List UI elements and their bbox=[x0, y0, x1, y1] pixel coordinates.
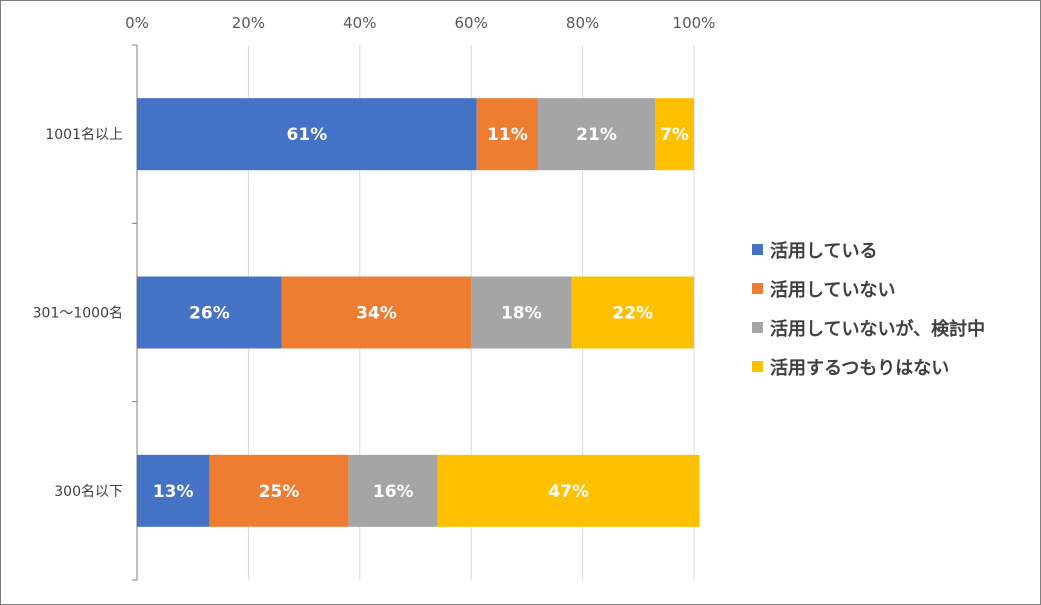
bar-segment bbox=[538, 98, 656, 171]
bar-segment bbox=[655, 98, 694, 171]
legend-swatch-using bbox=[752, 244, 763, 255]
x-tick-label: 0% bbox=[125, 14, 149, 32]
legend-label-not-using: 活用していない bbox=[770, 279, 896, 301]
bar-segment bbox=[437, 454, 700, 527]
legend-item-no-intention: 活用するつもりはない bbox=[752, 347, 985, 386]
category-label: 301～1000名 bbox=[33, 306, 123, 322]
data-label: 61% bbox=[287, 125, 328, 145]
bar-segment bbox=[137, 454, 210, 527]
x-tick-label: 100% bbox=[673, 14, 716, 32]
bar-segment bbox=[471, 276, 572, 349]
category-label: 300名以下 bbox=[54, 484, 123, 500]
bar-segment bbox=[348, 454, 438, 527]
bar-segment bbox=[137, 98, 477, 171]
bar-segment bbox=[476, 98, 539, 171]
data-label: 47% bbox=[548, 482, 589, 502]
legend-item-considering: 活用していないが、検討中 bbox=[752, 308, 985, 347]
category-label: 1001名以上 bbox=[45, 127, 123, 143]
data-label: 16% bbox=[373, 482, 414, 502]
data-label: 18% bbox=[501, 304, 542, 324]
legend-item-not-using: 活用していない bbox=[752, 269, 985, 308]
bar-segment bbox=[571, 276, 694, 349]
x-tick-label: 60% bbox=[455, 14, 488, 32]
data-label: 26% bbox=[189, 304, 230, 324]
data-label: 13% bbox=[153, 482, 194, 502]
data-label: 22% bbox=[612, 304, 653, 324]
legend-item-using: 活用している bbox=[752, 230, 985, 269]
data-label: 21% bbox=[576, 125, 617, 145]
bar-segment bbox=[137, 276, 282, 349]
legend-swatch-no-intention bbox=[752, 361, 763, 372]
legend-swatch-considering bbox=[752, 322, 763, 333]
data-label: 11% bbox=[487, 125, 528, 145]
legend-swatch-not-using bbox=[752, 283, 763, 294]
legend-label-using: 活用している bbox=[770, 240, 878, 262]
data-label: 25% bbox=[259, 482, 300, 502]
legend-label-no-intention: 活用するつもりはない bbox=[770, 357, 950, 379]
bar-segment bbox=[281, 276, 472, 349]
bar-segment bbox=[209, 454, 349, 527]
legend-label-considering: 活用していないが、検討中 bbox=[770, 318, 986, 340]
x-tick-label: 80% bbox=[566, 14, 599, 32]
data-label: 34% bbox=[356, 304, 397, 324]
data-label: 7% bbox=[660, 125, 689, 145]
x-tick-label: 40% bbox=[343, 14, 376, 32]
legend: 活用している 活用していない 活用していないが、検討中 活用するつもりはない bbox=[752, 230, 985, 386]
x-tick-label: 20% bbox=[232, 14, 265, 32]
